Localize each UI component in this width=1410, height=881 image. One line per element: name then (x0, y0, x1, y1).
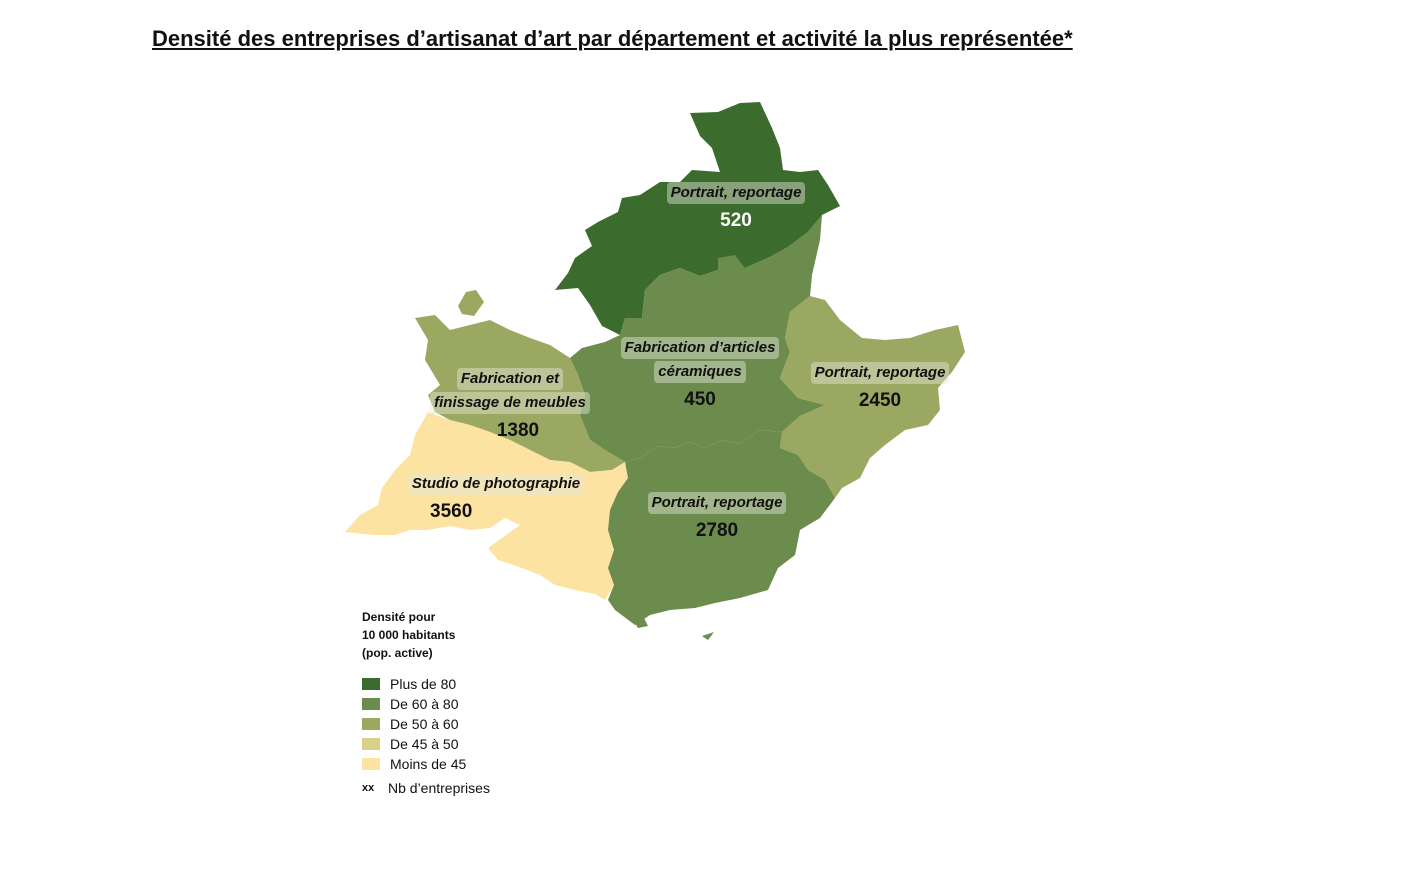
region-enclave (458, 290, 484, 316)
activity-west-line2: finissage de meubles (430, 392, 590, 414)
region-south-islet-2 (702, 632, 714, 640)
legend-swatch-plus-80 (362, 678, 380, 690)
count-south: 2780 (695, 520, 739, 541)
region-south-islet (632, 614, 648, 628)
label-south: Portrait, reportage 2780 (617, 492, 817, 542)
legend-marker-label: Nb d’entreprises (388, 780, 490, 796)
legend-title-line1: Densité pour (362, 610, 436, 624)
label-west: Fabrication et finissage de meubles 1380 (410, 368, 610, 442)
legend-item: Plus de 80 (362, 674, 502, 694)
label-center: Fabrication d’articles céramiques 450 (600, 337, 800, 411)
count-west: 1380 (496, 420, 540, 441)
label-north: Portrait, reportage 520 (630, 182, 842, 232)
legend-title-line3: (pop. active) (362, 646, 433, 660)
region-west (415, 315, 625, 472)
legend-label: De 45 à 50 (390, 736, 459, 752)
region-center (570, 215, 825, 462)
legend-label: Moins de 45 (390, 756, 467, 772)
legend-marker-row: xx Nb d’entreprises (362, 778, 502, 798)
legend-item: Moins de 45 (362, 754, 502, 774)
legend-item: De 60 à 80 (362, 694, 502, 714)
legend-swatch-60-80 (362, 698, 380, 710)
label-southwest: Studio de photographie 3560 (396, 473, 596, 523)
legend-title: Densité pour 10 000 habitants (pop. acti… (362, 608, 502, 662)
activity-west-line1: Fabrication et (456, 368, 564, 390)
legend-swatch-moins-45 (362, 758, 380, 770)
legend-label: De 60 à 80 (390, 696, 459, 712)
label-east: Portrait, reportage 2450 (790, 362, 970, 412)
activity-east: Portrait, reportage (810, 362, 950, 384)
legend-swatch-50-60 (362, 718, 380, 730)
region-southwest (345, 412, 628, 600)
legend-item: De 45 à 50 (362, 734, 502, 754)
activity-center-line2: céramiques (654, 361, 746, 383)
region-north (555, 102, 840, 335)
activity-north: Portrait, reportage (666, 182, 806, 204)
count-center: 450 (684, 389, 716, 410)
count-north: 520 (720, 210, 752, 231)
count-southwest: 3560 (430, 501, 473, 522)
region-east (780, 296, 965, 498)
legend-marker: xx (362, 782, 375, 794)
map-title: Densité des entreprises d’artisanat d’ar… (152, 26, 1073, 51)
activity-southwest: Studio de photographie (407, 473, 585, 495)
region-south (608, 430, 835, 625)
legend-title-line2: 10 000 habitants (362, 628, 456, 642)
activity-center-line1: Fabrication d’articles (620, 337, 780, 359)
legend-label: Plus de 80 (390, 676, 457, 692)
legend-label: De 50 à 60 (390, 716, 459, 732)
legend-item: De 50 à 60 (362, 714, 502, 734)
legend-swatch-45-50 (362, 738, 380, 750)
map-legend: Densité pour 10 000 habitants (pop. acti… (362, 608, 502, 798)
activity-south: Portrait, reportage (647, 492, 787, 514)
count-east: 2450 (858, 390, 902, 411)
